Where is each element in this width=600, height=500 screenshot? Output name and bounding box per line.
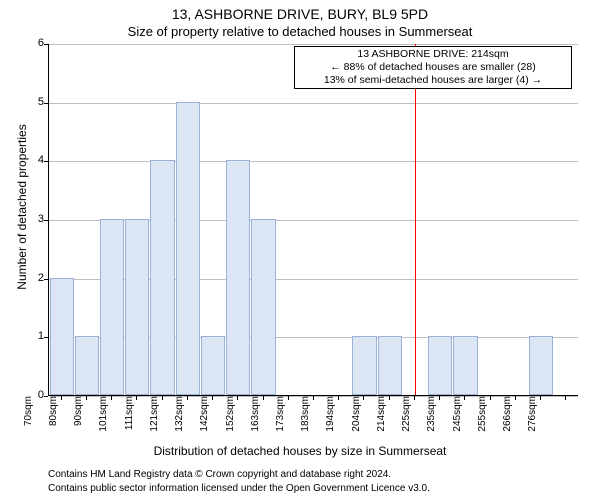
x-tick-mark xyxy=(565,396,566,400)
y-tick-mark xyxy=(44,220,48,221)
histogram-bar xyxy=(176,102,200,395)
x-tick-label: 142sqm xyxy=(199,396,210,442)
chart-plot-area xyxy=(48,44,578,396)
footer-text-2: Contains public sector information licen… xyxy=(48,483,430,494)
x-tick-mark xyxy=(490,396,491,400)
annotation-line-2: ← 88% of detached houses are smaller (28… xyxy=(299,61,567,74)
x-tick-label: 70sqm xyxy=(23,396,34,442)
gridline xyxy=(49,103,578,104)
x-tick-mark xyxy=(338,396,339,400)
footer-text-1: Contains HM Land Registry data © Crown c… xyxy=(48,469,391,480)
histogram-bar xyxy=(428,336,452,395)
x-tick-mark xyxy=(439,396,440,400)
gridline xyxy=(49,44,578,45)
y-tick-label: 4 xyxy=(30,154,44,166)
x-tick-label: 194sqm xyxy=(325,396,336,442)
x-tick-mark xyxy=(61,396,62,400)
histogram-bar xyxy=(100,219,124,395)
x-tick-label: 111sqm xyxy=(124,396,135,442)
x-tick-label: 183sqm xyxy=(300,396,311,442)
x-tick-label: 245sqm xyxy=(452,396,463,442)
histogram-bar xyxy=(378,336,402,395)
annotation-line-1: 13 ASHBORNE DRIVE: 214sqm xyxy=(299,48,567,61)
y-tick-label: 1 xyxy=(30,330,44,342)
x-tick-label: 225sqm xyxy=(401,396,412,442)
x-tick-mark xyxy=(212,396,213,400)
x-tick-label: 276sqm xyxy=(527,396,538,442)
x-tick-mark xyxy=(111,396,112,400)
chart-subtitle: Size of property relative to detached ho… xyxy=(0,24,600,39)
x-tick-mark xyxy=(86,396,87,400)
annotation-box: 13 ASHBORNE DRIVE: 214sqm ← 88% of detac… xyxy=(294,46,572,89)
x-tick-label: 204sqm xyxy=(351,396,362,442)
x-tick-mark xyxy=(187,396,188,400)
y-tick-label: 5 xyxy=(30,96,44,108)
histogram-bar xyxy=(201,336,225,395)
x-tick-label: 255sqm xyxy=(477,396,488,442)
x-tick-label: 121sqm xyxy=(149,396,160,442)
chart-title: 13, ASHBORNE DRIVE, BURY, BL9 5PD xyxy=(0,6,600,22)
x-tick-label: 266sqm xyxy=(502,396,513,442)
x-tick-label: 132sqm xyxy=(174,396,185,442)
histogram-bar xyxy=(150,160,174,395)
y-axis-label: Number of detached properties xyxy=(15,97,29,317)
histogram-bar xyxy=(529,336,553,395)
x-tick-label: 80sqm xyxy=(48,396,59,442)
x-tick-mark xyxy=(313,396,314,400)
y-tick-mark xyxy=(44,44,48,45)
x-tick-mark xyxy=(263,396,264,400)
x-tick-mark xyxy=(389,396,390,400)
x-tick-label: 235sqm xyxy=(426,396,437,442)
x-tick-label: 214sqm xyxy=(376,396,387,442)
y-tick-mark xyxy=(44,337,48,338)
x-tick-mark xyxy=(237,396,238,400)
histogram-bar xyxy=(125,219,149,395)
x-tick-mark xyxy=(414,396,415,400)
x-tick-label: 101sqm xyxy=(98,396,109,442)
x-tick-mark xyxy=(162,396,163,400)
x-tick-label: 152sqm xyxy=(225,396,236,442)
histogram-bar xyxy=(50,278,74,395)
y-tick-label: 6 xyxy=(30,37,44,49)
y-tick-mark xyxy=(44,103,48,104)
histogram-bar xyxy=(453,336,477,395)
x-tick-mark xyxy=(136,396,137,400)
gridline xyxy=(49,161,578,162)
x-tick-mark xyxy=(540,396,541,400)
y-tick-label: 2 xyxy=(30,272,44,284)
x-tick-mark xyxy=(515,396,516,400)
histogram-bar xyxy=(352,336,376,395)
x-tick-label: 163sqm xyxy=(250,396,261,442)
x-axis-label: Distribution of detached houses by size … xyxy=(0,444,600,458)
histogram-bar xyxy=(75,336,99,395)
histogram-bar xyxy=(251,219,275,395)
y-tick-label: 3 xyxy=(30,213,44,225)
x-tick-label: 173sqm xyxy=(275,396,286,442)
x-tick-mark xyxy=(288,396,289,400)
marker-line xyxy=(415,44,416,395)
x-tick-label: 90sqm xyxy=(73,396,84,442)
y-tick-mark xyxy=(44,279,48,280)
x-tick-mark xyxy=(464,396,465,400)
y-tick-mark xyxy=(44,161,48,162)
annotation-line-3: 13% of semi-detached houses are larger (… xyxy=(299,74,567,87)
x-tick-mark xyxy=(363,396,364,400)
histogram-bar xyxy=(226,160,250,395)
